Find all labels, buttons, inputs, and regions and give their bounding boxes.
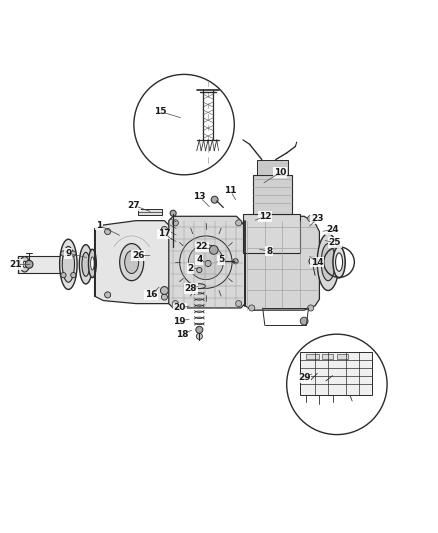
Ellipse shape <box>336 253 343 271</box>
Circle shape <box>196 326 203 333</box>
Circle shape <box>172 301 178 306</box>
Circle shape <box>300 317 308 325</box>
Text: 12: 12 <box>258 212 271 221</box>
Circle shape <box>309 257 317 265</box>
Polygon shape <box>18 256 71 273</box>
Text: 21: 21 <box>10 260 22 269</box>
Bar <box>253 175 292 214</box>
Text: 27: 27 <box>127 201 140 210</box>
Ellipse shape <box>60 239 77 289</box>
Bar <box>321 354 332 359</box>
Circle shape <box>249 217 255 224</box>
Text: 13: 13 <box>193 192 205 201</box>
Ellipse shape <box>120 244 144 281</box>
Circle shape <box>161 294 167 300</box>
Circle shape <box>188 245 223 280</box>
Bar <box>306 354 319 359</box>
Circle shape <box>61 251 66 256</box>
Text: 9: 9 <box>65 249 71 258</box>
Circle shape <box>233 259 238 264</box>
Ellipse shape <box>23 261 26 268</box>
Circle shape <box>307 215 314 222</box>
Text: 25: 25 <box>328 238 341 247</box>
Text: 11: 11 <box>224 185 236 195</box>
Text: 2: 2 <box>187 264 194 273</box>
Polygon shape <box>169 216 245 308</box>
Text: 15: 15 <box>154 107 166 116</box>
Text: 29: 29 <box>298 373 311 382</box>
Bar <box>138 209 162 215</box>
Text: 5: 5 <box>218 255 224 264</box>
Text: 20: 20 <box>173 303 186 312</box>
Text: 28: 28 <box>184 284 197 293</box>
Circle shape <box>236 220 242 226</box>
Circle shape <box>105 229 111 235</box>
Circle shape <box>160 287 168 294</box>
Text: 1: 1 <box>96 221 102 230</box>
Text: 24: 24 <box>326 225 339 234</box>
Text: 16: 16 <box>145 290 158 300</box>
Circle shape <box>209 246 218 254</box>
Text: 19: 19 <box>173 317 186 326</box>
Ellipse shape <box>193 284 205 288</box>
Circle shape <box>161 227 167 232</box>
Bar <box>258 159 288 175</box>
Bar <box>337 354 348 359</box>
Circle shape <box>170 210 176 216</box>
Text: 14: 14 <box>311 257 324 266</box>
Polygon shape <box>95 221 171 304</box>
Text: 23: 23 <box>311 214 324 223</box>
Circle shape <box>71 272 76 278</box>
Circle shape <box>25 261 33 268</box>
Ellipse shape <box>79 245 92 284</box>
Ellipse shape <box>317 234 339 290</box>
Ellipse shape <box>82 252 90 276</box>
Circle shape <box>197 268 202 272</box>
Circle shape <box>236 301 242 306</box>
Ellipse shape <box>20 257 29 272</box>
Bar <box>243 214 300 253</box>
Ellipse shape <box>91 257 94 270</box>
Circle shape <box>211 196 218 203</box>
Text: 8: 8 <box>266 247 272 256</box>
Text: 18: 18 <box>176 330 188 338</box>
Circle shape <box>205 261 211 266</box>
Ellipse shape <box>321 244 335 281</box>
Ellipse shape <box>333 246 345 278</box>
Text: 4: 4 <box>196 255 202 264</box>
Polygon shape <box>245 216 324 310</box>
Circle shape <box>196 333 202 340</box>
Bar <box>300 352 372 395</box>
Text: 17: 17 <box>158 229 171 238</box>
Circle shape <box>307 305 314 311</box>
Circle shape <box>105 292 111 298</box>
Ellipse shape <box>88 249 96 278</box>
Circle shape <box>172 220 178 226</box>
Ellipse shape <box>125 251 139 273</box>
Circle shape <box>61 272 66 278</box>
Ellipse shape <box>62 246 74 282</box>
Circle shape <box>249 305 255 311</box>
Text: 10: 10 <box>274 168 286 177</box>
Text: 26: 26 <box>132 251 145 260</box>
Circle shape <box>71 251 76 256</box>
Text: 22: 22 <box>195 243 208 252</box>
